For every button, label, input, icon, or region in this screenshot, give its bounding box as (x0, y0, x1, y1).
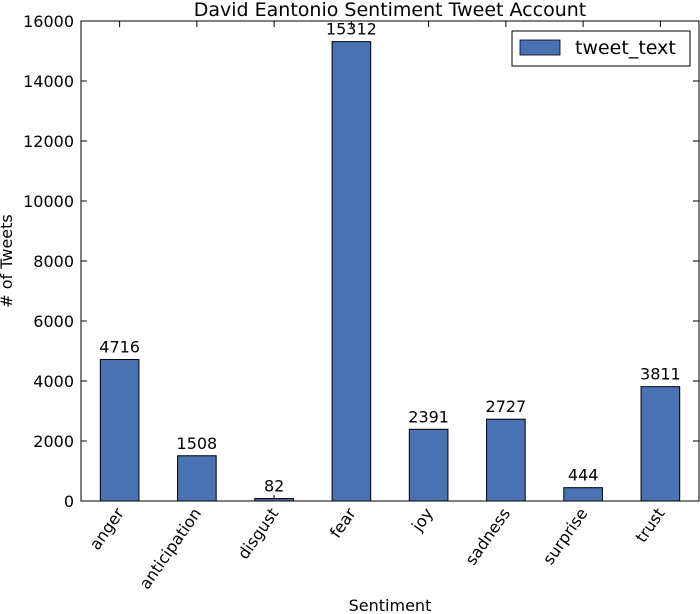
y-tick-label: 10000 (23, 192, 74, 211)
x-tick-label: disgust (234, 504, 283, 562)
y-tick-label: 12000 (23, 132, 74, 151)
data-label-disgust: 82 (264, 477, 284, 496)
x-tick-label: anger (86, 504, 128, 553)
y-tick-label: 14000 (23, 72, 74, 91)
y-tick-label: 16000 (23, 12, 74, 31)
legend-swatch (519, 39, 561, 56)
data-label-anticipation: 1508 (177, 434, 218, 453)
y-tick-label: 0 (64, 492, 74, 511)
y-tick-label: 6000 (33, 312, 74, 331)
y-tick-label: 2000 (33, 432, 74, 451)
y-axis-label: # of Tweets (0, 214, 16, 308)
chart-title: David Eantonio Sentiment Tweet Account (194, 0, 586, 21)
bar-anticipation (177, 455, 217, 502)
x-axis-label: Sentiment (349, 596, 432, 614)
x-tick-label: trust (632, 504, 669, 546)
data-label-surprise: 444 (568, 466, 599, 485)
bar-trust (640, 386, 681, 502)
bar-surprise (563, 487, 603, 502)
x-tick-label: joy (407, 504, 437, 535)
x-tick-label: sadness (461, 504, 514, 568)
bar-sadness (486, 418, 526, 502)
bars (99, 41, 681, 502)
data-label-trust: 3811 (640, 365, 681, 384)
data-labels: 4716 1508 82 15312 2391 2727 444 3811 (99, 20, 680, 496)
bar-fear (331, 41, 372, 502)
x-tick-label: anticipation (135, 504, 205, 592)
legend-label: tweet_text (575, 37, 676, 59)
bar-joy (408, 428, 449, 502)
plot-frame (80, 20, 700, 502)
x-tick-label: fear (326, 504, 360, 541)
y-tick-label: 4000 (33, 372, 74, 391)
legend: tweet_text (511, 30, 691, 67)
y-axis-ticks: 0 2000 4000 6000 8000 10000 12000 14000 16000 (23, 12, 699, 511)
x-tick-label: surprise (539, 504, 592, 568)
x-axis-ticks: anger anticipation disgust fear joy sadness su… (86, 21, 669, 593)
data-label-sadness: 2727 (486, 397, 527, 416)
data-label-joy: 2391 (408, 407, 449, 426)
data-label-anger: 4716 (99, 338, 140, 357)
data-label-fear: 15312 (326, 20, 377, 39)
bar-anger (99, 359, 140, 502)
y-tick-label: 8000 (33, 252, 74, 271)
